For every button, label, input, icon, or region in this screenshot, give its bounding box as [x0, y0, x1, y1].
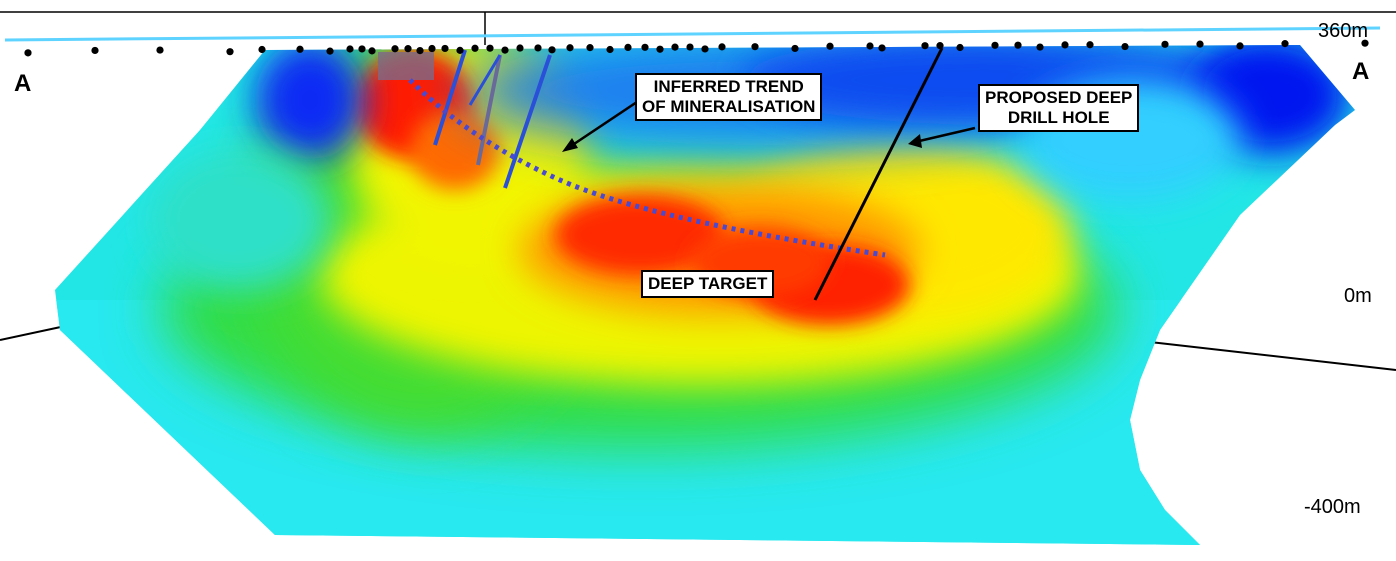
collar-dot [624, 43, 632, 52]
collar-dot [258, 45, 266, 54]
collar-dot [936, 42, 944, 50]
drill-collars [24, 39, 1369, 57]
collar-dot [24, 49, 32, 57]
collar-dot [656, 45, 664, 53]
collar-dot [456, 46, 464, 54]
proposed-hole-line2: DRILL HOLE [1007, 108, 1110, 127]
collar-dot [701, 45, 709, 53]
drill-cluster [378, 52, 434, 80]
collar-dot [1196, 40, 1204, 48]
elevation-label-top: 360m [1318, 20, 1369, 42]
proposed-drill-hole [813, 47, 944, 301]
collar-dot [718, 43, 726, 51]
elevation-label-middle: 0m [1344, 285, 1372, 307]
inferred-trend-line2: OF MINERALISATION [642, 97, 816, 116]
boundary-line-right [1149, 341, 1396, 371]
collar-dot [296, 45, 304, 53]
collar-dot [486, 44, 494, 52]
collar-dot [471, 44, 479, 52]
proposed-hole-line1: PROPOSED DEEP [985, 88, 1133, 107]
collar-dot [586, 44, 594, 52]
collar-dot [358, 45, 366, 53]
trend-arrow [562, 98, 641, 152]
collar-dot [548, 46, 556, 54]
collar-dot [516, 44, 524, 52]
surface-line [4, 26, 1381, 42]
section-label-left: A [14, 70, 32, 97]
collar-dot [1061, 41, 1069, 49]
boundary-line-left [0, 324, 71, 341]
collar-dot [156, 46, 164, 54]
deep-target-callout: DEEP TARGET [641, 270, 775, 298]
collar-dot [866, 42, 874, 50]
drill-hole-arrow [908, 126, 976, 148]
collar-dot [956, 43, 964, 52]
collar-dot [826, 42, 834, 50]
drill-trace [476, 54, 502, 166]
collar-dot [368, 47, 376, 55]
collar-dot [1281, 40, 1289, 48]
collar-dot [1121, 42, 1129, 51]
collar-dot [428, 44, 436, 53]
collar-dot [1036, 43, 1044, 51]
collar-dot [606, 45, 614, 54]
collar-dot [878, 44, 886, 52]
collar-dot [991, 41, 999, 49]
collar-dot [404, 45, 412, 53]
proposed-hole-callout: PROPOSED DEEP DRILL HOLE [978, 84, 1140, 132]
collar-dot [441, 44, 449, 53]
collar-dot [671, 43, 679, 51]
collar-dot [391, 45, 399, 53]
collar-dot [1014, 41, 1022, 49]
collar-dot [791, 44, 799, 53]
section-label-right: A [1352, 58, 1370, 85]
collar-dot [1361, 39, 1369, 47]
collar-dot [346, 45, 354, 53]
collar-dot [501, 46, 509, 54]
collar-dot [641, 43, 649, 51]
collar-dot [534, 44, 542, 52]
elevation-label-bottom: -400m [1304, 496, 1361, 518]
collar-dot [686, 43, 694, 51]
inferred-trend-line [408, 78, 886, 258]
drill-trace [433, 49, 467, 146]
collar-dot [326, 47, 334, 55]
drill-trace [503, 54, 552, 189]
drill-trace [468, 54, 502, 106]
collar-dot [921, 42, 929, 50]
collar-dot [1236, 42, 1244, 50]
collar-dot [416, 46, 424, 55]
existing-drill-traces [378, 49, 552, 189]
collar-dot [751, 43, 759, 51]
inferred-trend-callout: INFERRED TREND OF MINERALISATION [635, 73, 823, 121]
collar-dot [91, 46, 99, 55]
collar-dot [1161, 40, 1169, 48]
collar-dot [566, 44, 574, 52]
collar-dot [226, 48, 234, 56]
collar-dot [1086, 41, 1094, 49]
inferred-trend-line1: INFERRED TREND [653, 77, 804, 96]
